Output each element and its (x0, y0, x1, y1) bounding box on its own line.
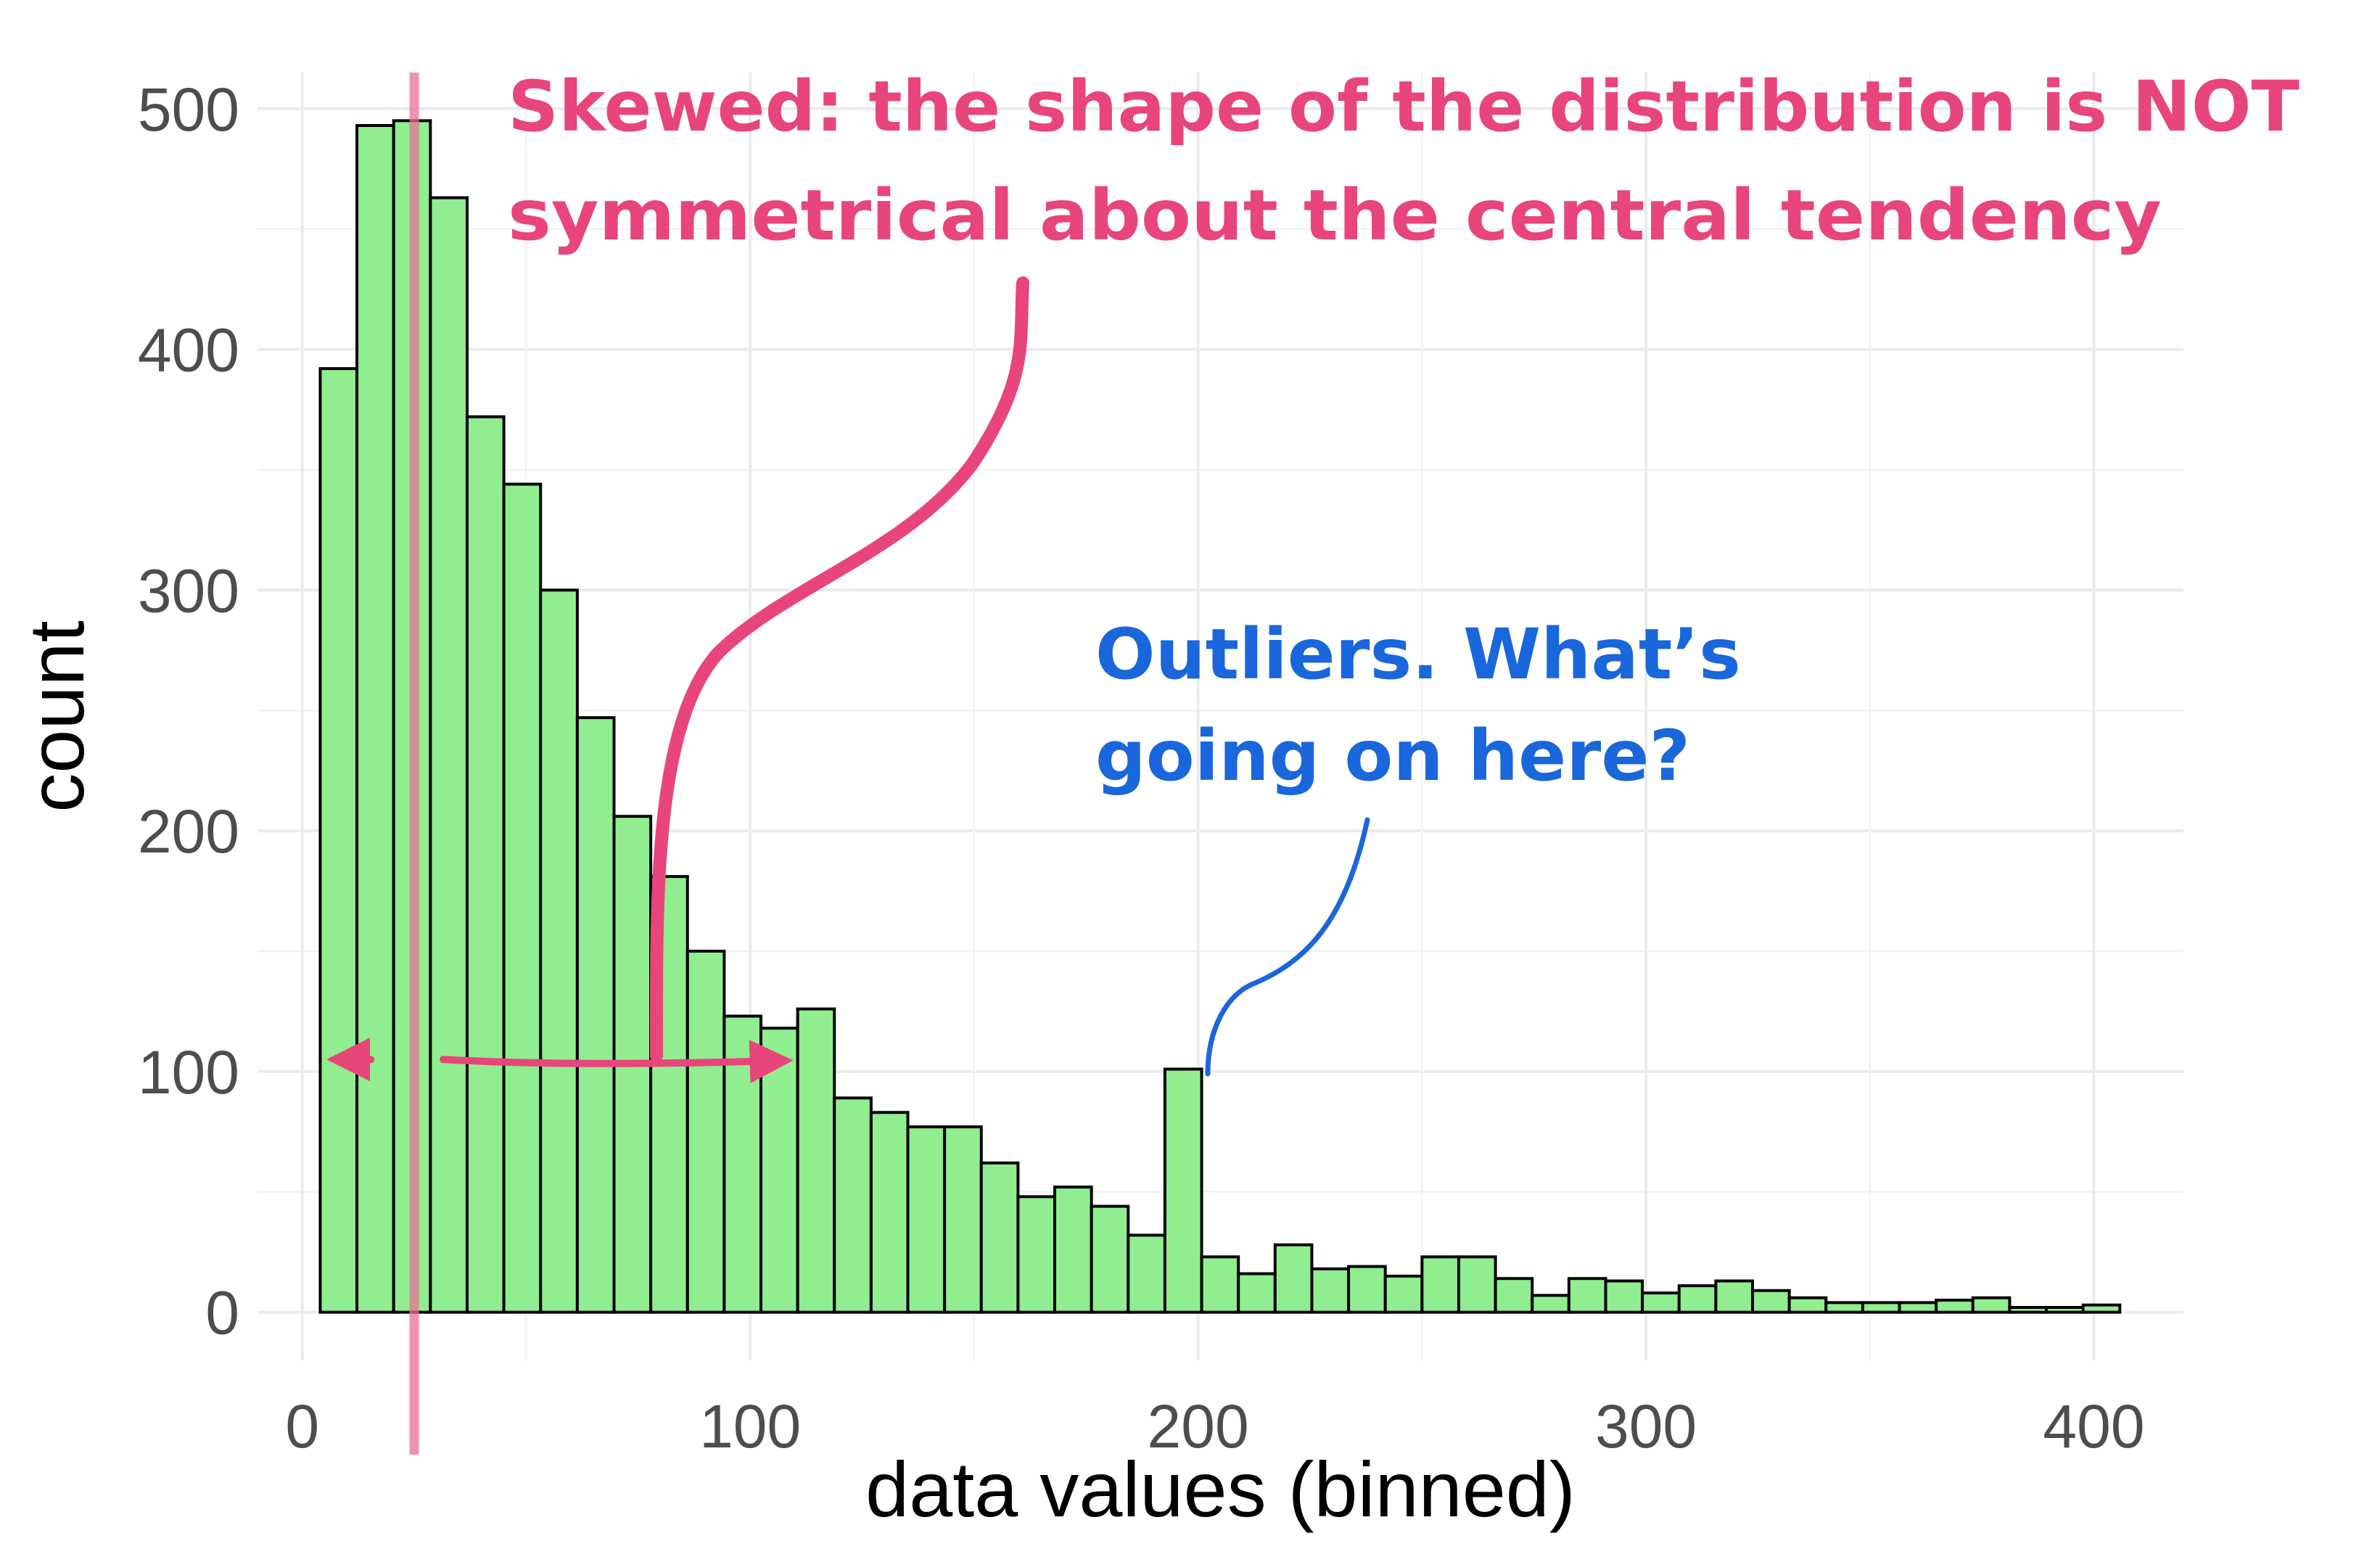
y-tick-label: 200 (138, 797, 239, 866)
histogram-bar (318, 367, 359, 1314)
histogram-bar (943, 1125, 983, 1314)
y-tick-label: 300 (138, 556, 239, 625)
histogram-bar (1824, 1301, 1864, 1314)
y-tick-label: 100 (138, 1038, 239, 1106)
histogram-bar (2008, 1306, 2048, 1314)
histogram-bar (1567, 1277, 1607, 1314)
histogram-bar (1935, 1299, 1975, 1314)
histogram-bar (685, 949, 726, 1314)
histogram-bar (502, 482, 543, 1314)
histogram-bar (2045, 1306, 2085, 1314)
x-tick-labels: 0 100 200 300 400 (285, 1392, 2144, 1460)
histogram-bar (1457, 1255, 1497, 1314)
histogram-bar (1898, 1301, 1938, 1314)
histogram-bar (1604, 1279, 1644, 1314)
histogram-bar (1751, 1289, 1791, 1314)
spread-arrow-right (440, 1040, 794, 1084)
bars (318, 119, 2122, 1314)
histogram-bar (1127, 1233, 1166, 1314)
histogram-bar (1494, 1277, 1534, 1314)
histogram-bar (1714, 1279, 1755, 1314)
histogram-bar (1971, 1296, 2012, 1314)
histogram-bar (465, 415, 506, 1314)
outliers-annotation: Outliers. What’s going on here? (1095, 614, 1741, 797)
skew-annotation-line-1: Skewed: the shape of the distribution is… (508, 66, 2299, 147)
x-tick-label: 400 (2043, 1392, 2144, 1460)
skew-annotation-line-2: symmetrical about the central tendency (508, 175, 2162, 256)
histogram-bar (1641, 1291, 1681, 1314)
outliers-annotation-line-2: going on here? (1095, 715, 1690, 797)
histogram-bar (1383, 1274, 1424, 1314)
skew-annotation: Skewed: the shape of the distribution is… (508, 66, 2299, 256)
outliers-annotation-line-1: Outliers. What’s (1095, 614, 1741, 695)
y-tick-label: 500 (138, 75, 239, 144)
histogram-bar (796, 1007, 836, 1314)
histogram-bar (575, 716, 616, 1314)
histogram-bar (1420, 1255, 1460, 1314)
y-tick-labels: 0 100 200 300 400 500 (138, 75, 239, 1347)
histogram-bar (1677, 1284, 1718, 1314)
skew-leader-curve (649, 276, 1029, 1062)
histogram-bar (1787, 1296, 1828, 1314)
histogram-bar (1861, 1301, 1901, 1314)
y-tick-label: 0 (205, 1279, 239, 1347)
histogram-bar (759, 1027, 799, 1314)
x-tick-label: 0 (285, 1392, 319, 1460)
histogram-bar (429, 196, 469, 1314)
histogram-bar (1531, 1294, 1570, 1314)
histogram-bar (1053, 1186, 1093, 1314)
histogram-bar (1090, 1204, 1130, 1314)
histogram-bar (1016, 1195, 1057, 1314)
x-tick-label: 200 (1148, 1392, 1249, 1460)
histogram-bar (979, 1161, 1020, 1314)
histogram-bar (355, 123, 395, 1314)
histogram-bar (833, 1096, 873, 1314)
histogram-bar (1237, 1272, 1277, 1314)
y-axis-title: count (12, 620, 100, 812)
x-axis-title: data values (binned) (865, 1445, 1576, 1533)
overlay (326, 73, 1370, 1455)
histogram-bar (1200, 1255, 1240, 1314)
outlier-leader-curve (1205, 817, 1370, 1077)
histogram-bar (539, 588, 579, 1314)
histogram-bar (1273, 1243, 1314, 1314)
histogram-bar (2081, 1303, 2122, 1314)
histogram-bar (869, 1111, 910, 1314)
x-tick-label: 300 (1595, 1392, 1697, 1460)
x-tick-label: 100 (699, 1392, 801, 1460)
histogram-bar (906, 1125, 947, 1314)
histogram-bar (1163, 1067, 1203, 1314)
histogram-bar (1310, 1267, 1351, 1314)
histogram-bar (1347, 1265, 1387, 1314)
y-tick-label: 400 (138, 316, 239, 385)
